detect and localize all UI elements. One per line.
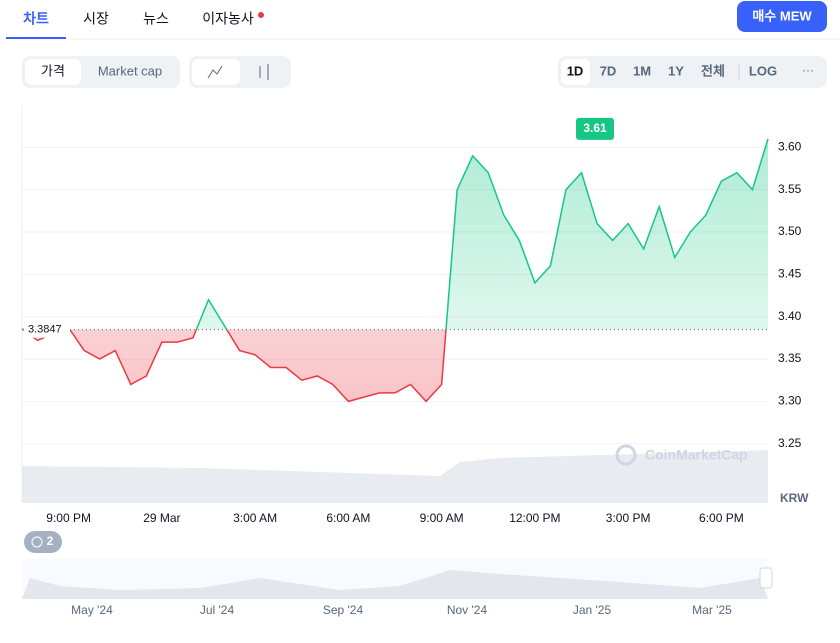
x-tick-label: 9:00 AM [420, 511, 464, 525]
toggle-price[interactable]: 가격 [41, 63, 65, 78]
badge[interactable] [24, 531, 62, 553]
watermark-logo [615, 444, 637, 466]
navigator-label: Mar '25 [692, 603, 732, 617]
candle-icon[interactable] [259, 64, 269, 80]
y-tick-label: 3.60 [778, 140, 802, 154]
navigator-area [22, 570, 768, 599]
buy-label[interactable]: 매수 MEW [752, 8, 812, 23]
y-tick-label: 3.30 [778, 394, 802, 408]
x-tick-label: 6:00 PM [699, 511, 744, 525]
y-tick-label: 3.40 [778, 309, 802, 323]
peak-badge [576, 117, 614, 140]
line-icon [207, 65, 223, 79]
x-tick-label: 29 Mar [143, 511, 180, 525]
navigator-handle[interactable] [759, 567, 773, 589]
reference-label: 3.3847 [28, 324, 62, 336]
y-tick-label: 3.25 [778, 436, 802, 450]
toggle-active[interactable] [25, 59, 81, 85]
range-active[interactable] [561, 59, 590, 85]
volume-area [22, 450, 768, 503]
range-option[interactable]: LOG [749, 63, 777, 78]
x-tick-label: 12:00 PM [509, 511, 560, 525]
navigator-label: Jul '24 [200, 603, 235, 617]
badge-count[interactable]: 2 [47, 534, 54, 548]
more-button[interactable]: ··· [802, 63, 814, 77]
tab[interactable]: 뉴스 [143, 11, 169, 27]
navigator-label: Sep '24 [323, 603, 364, 617]
price-line-up [21, 138, 769, 330]
notice-dot [258, 12, 264, 18]
y-tick-label: 3.55 [778, 182, 802, 196]
line-kind[interactable] [192, 59, 240, 85]
area-down [23, 329, 446, 402]
y-tick-label: 3.35 [778, 351, 802, 365]
range-option[interactable]: 전체 [701, 63, 725, 78]
toggle-mcap[interactable]: Market cap [98, 63, 162, 78]
range-option[interactable]: 7D [600, 63, 617, 78]
y-tick-label: 3.45 [778, 267, 802, 281]
buy-button[interactable] [737, 1, 827, 32]
range-group [558, 56, 827, 88]
reference-label-bg [24, 320, 70, 338]
x-tick-label: 3:00 AM [233, 511, 277, 525]
price-line-down [22, 329, 447, 403]
x-tick-label: 3:00 PM [606, 511, 651, 525]
range-option[interactable]: 1D [567, 63, 584, 78]
currency: KRW [780, 491, 809, 505]
tab[interactable]: 이자농사 [202, 11, 254, 27]
badge-icon [31, 536, 43, 548]
x-tick-label: 9:00 PM [46, 511, 91, 525]
tab[interactable]: 차트 [23, 11, 49, 27]
x-tick-label: 6:00 AM [326, 511, 370, 525]
peak-label: 3.61 [583, 121, 607, 135]
navigator-label: Nov '24 [447, 603, 488, 617]
range-option[interactable]: 1Y [668, 63, 684, 78]
y-tick-label: 3.50 [778, 224, 802, 238]
tab[interactable]: 시장 [83, 11, 109, 27]
navigator-label: Jan '25 [573, 603, 612, 617]
watermark: CoinMarketCap [645, 447, 748, 463]
range-option[interactable]: 1M [633, 63, 651, 78]
navigator-label: May '24 [71, 603, 113, 617]
area-up [22, 138, 768, 330]
